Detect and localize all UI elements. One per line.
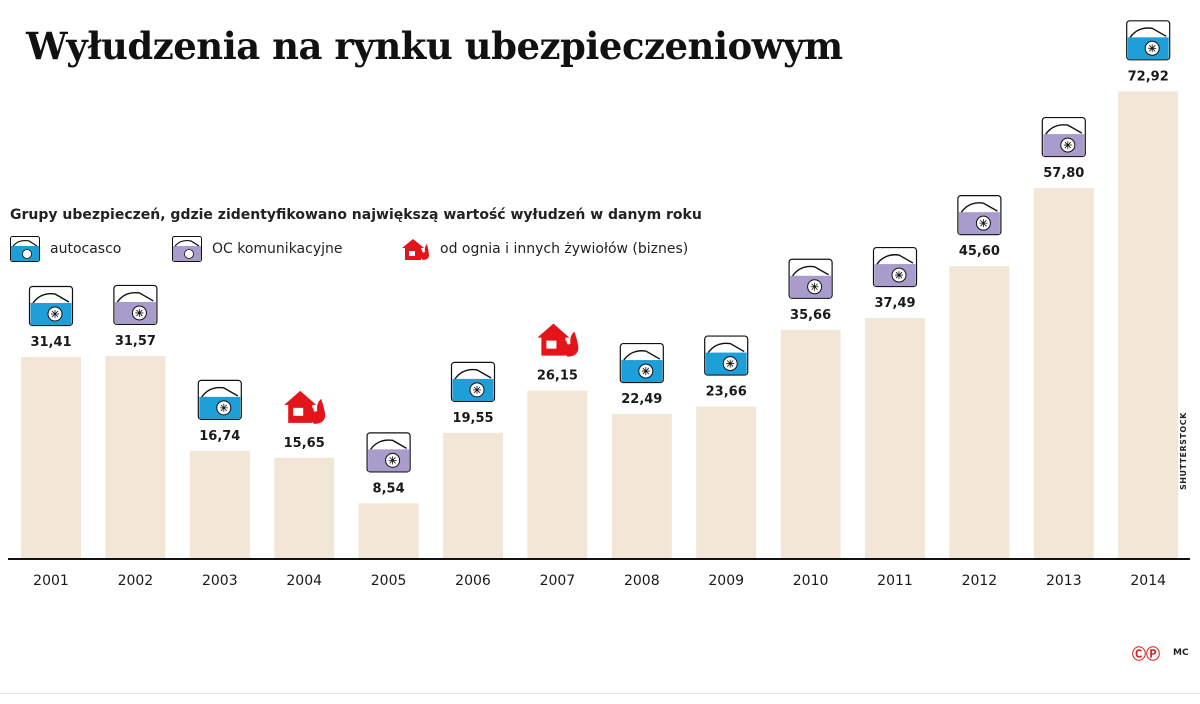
bar-value-label: 45,60 <box>959 244 1000 259</box>
x-tick-label: 2011 <box>877 573 913 589</box>
purple-car-icon <box>957 195 1002 236</box>
photo-credit: SHUTTERSTOCK <box>1179 412 1188 490</box>
purple-car-icon <box>366 432 411 473</box>
x-tick-label: 2001 <box>33 573 69 589</box>
x-tick-label: 2013 <box>1046 573 1082 589</box>
blue-car-icon <box>619 342 664 384</box>
bar-value-label: 26,15 <box>537 369 578 384</box>
bar-2005 <box>358 503 419 558</box>
bar-2002 <box>105 355 166 558</box>
bar-value-label: 8,54 <box>373 481 405 496</box>
x-tick-label: 2009 <box>708 573 744 589</box>
bar-2010 <box>780 329 841 558</box>
x-tick-label: 2014 <box>1130 573 1166 589</box>
bar-2012 <box>949 266 1010 558</box>
legend-item-autocasco: autocasco <box>10 236 121 262</box>
legend-label: OC komunikacyjne <box>212 241 343 257</box>
blue-car-icon <box>197 379 242 420</box>
bar-2014 <box>1118 91 1179 558</box>
legend-label: od ognia i innych żywiołów (biznes) <box>440 241 689 257</box>
bar-value-label: 15,65 <box>284 436 325 451</box>
purple-car-icon <box>872 246 918 288</box>
x-tick-label: 2012 <box>962 573 998 589</box>
bar-2008 <box>611 414 672 558</box>
bar-2004 <box>274 457 335 558</box>
x-tick-label: 2007 <box>540 573 576 589</box>
x-tick-label: 2005 <box>371 573 407 589</box>
divider <box>0 693 1200 694</box>
page-title: Wyłudzenia na rynku ubezpieczeniowym <box>26 24 843 68</box>
author-initials: MC <box>1173 648 1189 658</box>
bar-value-label: 37,49 <box>874 296 915 311</box>
purple-car-icon <box>113 284 158 326</box>
legend-item-fire: od ognia i innych żywiołów (biznes) <box>400 236 688 262</box>
purple-car-icon <box>172 236 202 262</box>
bar-value-label: 57,80 <box>1043 166 1084 181</box>
bar-value-label: 31,57 <box>115 334 156 349</box>
bar-2007 <box>527 390 588 558</box>
house-fire-icon <box>402 239 429 260</box>
x-tick-label: 2003 <box>202 573 238 589</box>
blue-car-icon <box>450 361 496 402</box>
bar-value-label: 22,49 <box>621 392 662 407</box>
bar-value-label: 35,66 <box>790 308 831 323</box>
bar-2011 <box>865 318 925 558</box>
blue-car-icon <box>704 335 749 376</box>
bar-value-label: 72,92 <box>1128 69 1169 84</box>
bar-value-label: 16,74 <box>199 429 240 444</box>
house-fire-icon <box>284 390 326 424</box>
x-tick-label: 2006 <box>455 573 491 589</box>
blue-car-icon <box>10 236 40 262</box>
legend-item-oc: OC komunikacyjne <box>172 236 343 262</box>
x-tick-label: 2008 <box>624 573 660 589</box>
bar-value-label: 31,41 <box>30 335 71 350</box>
purple-car-icon <box>1041 116 1086 158</box>
bar-2001 <box>21 356 81 558</box>
legend-label: autocasco <box>50 241 122 257</box>
x-tick-label: 2002 <box>118 573 154 589</box>
house-fire-icon <box>537 323 579 357</box>
purple-car-icon <box>788 258 833 299</box>
x-tick-label: 2010 <box>793 573 829 589</box>
bar-value-label: 23,66 <box>706 385 747 400</box>
blue-car-icon <box>1126 20 1171 61</box>
publisher-logo: ⒸⓅ <box>1132 647 1160 663</box>
legend-subtitle: Grupy ubezpieczeń, gdzie zidentyfikowano… <box>10 207 702 223</box>
bar-2006 <box>443 432 503 558</box>
bar-2009 <box>696 406 757 558</box>
blue-car-icon <box>28 285 74 327</box>
bar-2003 <box>189 450 250 558</box>
x-tick-label: 2004 <box>286 573 322 589</box>
bar-2013 <box>1033 188 1094 558</box>
bar-value-label: 19,55 <box>452 411 493 426</box>
